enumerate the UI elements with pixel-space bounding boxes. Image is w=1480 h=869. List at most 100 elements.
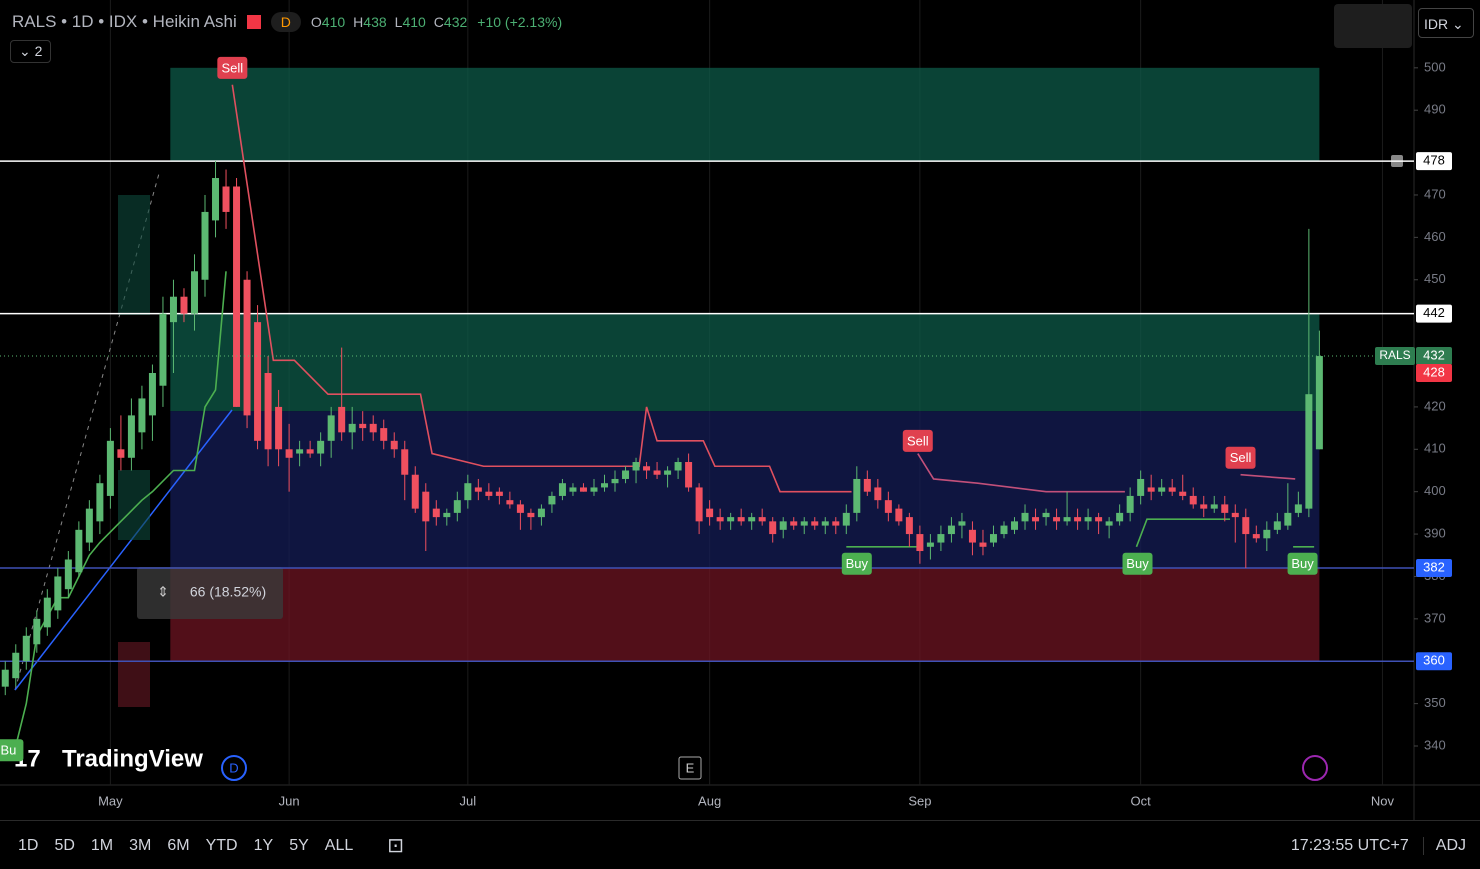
signal-box <box>1287 552 1318 575</box>
range-button[interactable]: 5D <box>54 836 75 854</box>
indicator-toggle[interactable]: ⌄ 2 <box>10 40 52 63</box>
candle-body <box>243 279 251 416</box>
trail-line <box>1135 518 1231 548</box>
candle-body <box>832 521 840 526</box>
candle-body <box>1116 512 1124 522</box>
candle-body <box>1042 512 1050 518</box>
compare-icon[interactable]: ⊡ <box>387 835 404 857</box>
candle-body <box>1084 517 1092 522</box>
price-tag-label: 382 <box>1423 559 1445 574</box>
adj[interactable]: ADJ <box>1422 836 1474 855</box>
candle-body <box>180 296 188 314</box>
candle-body <box>1200 504 1208 509</box>
price-tag-label: 428 <box>1423 364 1445 379</box>
y-tick-label: 420 <box>1424 398 1446 413</box>
price-tag <box>1416 364 1452 383</box>
event-icon[interactable] <box>221 755 247 781</box>
chart: ⇕ 66 (18.52%) 17 TradingView D E May Jun J… <box>0 0 1480 820</box>
candle-body <box>716 517 724 522</box>
candle-body <box>579 487 587 492</box>
symbol: RALS • 1D • IDX • Heikin Ashi <box>12 12 237 31</box>
box <box>118 195 150 315</box>
range-button[interactable]: 1D <box>18 836 39 854</box>
candle-body <box>695 487 703 522</box>
range-button[interactable]: YTD <box>205 836 238 854</box>
candle-body <box>1095 517 1103 522</box>
y-tick-label: 450 <box>1424 271 1446 286</box>
range-button[interactable]: 5Y <box>289 836 309 854</box>
ohlc-item: L410 <box>395 14 426 30</box>
candle-body <box>1011 521 1019 530</box>
candle-body <box>474 487 482 492</box>
range-button[interactable]: 1M <box>90 836 114 854</box>
range-button[interactable]: 6M <box>167 836 190 854</box>
candle-body <box>506 500 514 505</box>
symbol-tag <box>1375 347 1415 366</box>
candle-body <box>611 478 619 484</box>
candle-body <box>1284 512 1292 526</box>
candle-body <box>937 534 945 543</box>
header: RALS • 1D • IDX • Heikin Ashi D O410 H438… <box>12 12 562 32</box>
event-icon-text: E <box>686 760 695 775</box>
candle-body <box>895 508 903 522</box>
event-icon[interactable] <box>678 756 702 780</box>
currency-select[interactable]: IDR ⌄ <box>1418 8 1474 38</box>
candle-body <box>905 517 913 535</box>
signal-label: Buy <box>846 556 869 571</box>
candle-body <box>590 487 598 492</box>
signal-label: Buy <box>1291 556 1314 571</box>
ohlc: O410 H438 L410 C432 <box>311 14 467 30</box>
y-tick-label: 490 <box>1424 102 1446 117</box>
badge: D <box>280 14 291 30</box>
trail-line <box>5 271 227 747</box>
candle-body <box>33 618 41 645</box>
candle-body <box>1126 495 1134 513</box>
ohlc-item: C432 <box>434 14 467 30</box>
candle-body <box>1105 521 1113 526</box>
candle-body <box>264 373 272 450</box>
logo: TradingView <box>62 745 203 772</box>
status-pill[interactable]: D <box>270 12 301 32</box>
measure-icon: ⇕ <box>157 584 169 600</box>
candle-body <box>1147 487 1155 492</box>
candle-body <box>1000 525 1008 535</box>
candle-body <box>884 500 892 513</box>
y-tick-label: 460 <box>1424 229 1446 244</box>
candle-body <box>516 504 524 513</box>
y-tick-label: 470 <box>1424 186 1446 201</box>
price-tag <box>1416 304 1452 323</box>
candle-body <box>432 508 440 518</box>
candle-body <box>464 483 472 501</box>
candle-body <box>790 521 798 526</box>
candle-body <box>117 449 125 458</box>
signal-label: Sell <box>1230 450 1252 465</box>
box <box>118 642 150 707</box>
candle-body <box>390 440 398 450</box>
zone <box>170 411 1320 568</box>
candle-body <box>96 483 104 522</box>
candle-body <box>811 521 819 526</box>
candle-body <box>1063 517 1071 522</box>
candle-body <box>926 542 934 547</box>
range-button[interactable]: 3M <box>129 836 152 854</box>
candle-body <box>674 462 682 471</box>
range-button[interactable]: ALL <box>324 836 354 854</box>
candle-body <box>1210 504 1218 509</box>
candle-body <box>600 483 608 488</box>
candle-body <box>495 491 503 496</box>
clock: 17:23:55 UTC+7 <box>1290 836 1409 854</box>
y-tick-label: 410 <box>1424 441 1446 456</box>
range-button[interactable]: 1Y <box>253 836 274 854</box>
candle-body <box>212 178 220 221</box>
event-icon[interactable] <box>1302 755 1328 781</box>
candle-body <box>1189 495 1197 505</box>
candle-body <box>863 478 871 492</box>
flag[interactable] <box>246 15 261 29</box>
drawing-tools[interactable] <box>1334 4 1412 48</box>
candle-body <box>958 521 966 526</box>
signal-box <box>0 739 24 762</box>
candle-body <box>254 322 262 441</box>
symbol-tag-label: RALS <box>1379 348 1410 362</box>
candle-body <box>422 491 430 522</box>
